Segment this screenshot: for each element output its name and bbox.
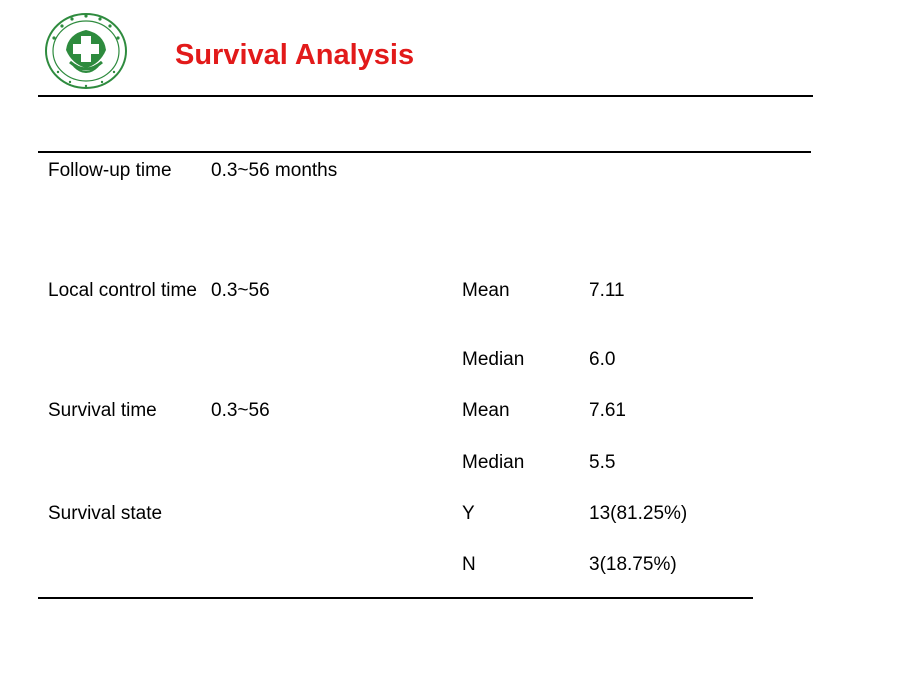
top-divider [38, 95, 813, 97]
row-label: Survival state [48, 503, 163, 524]
row-label: Follow-up time [48, 160, 172, 181]
row-value: 7.11 [589, 280, 625, 301]
table-bottom-rule [38, 597, 753, 599]
row-label: Survival time [48, 400, 157, 421]
row-stat: Y [462, 503, 475, 524]
row-label: Local control time [48, 280, 197, 301]
row-stat: Median [462, 349, 525, 370]
row-value: 13(81.25%) [589, 503, 688, 524]
row-stat: Mean [462, 400, 510, 421]
hospital-logo [44, 12, 128, 90]
row-value: 3(18.75%) [589, 554, 677, 575]
row-range: 0.3~56 [211, 280, 270, 301]
row-stat: Mean [462, 280, 510, 301]
row-range: 0.3~56 [211, 400, 270, 421]
row-value: 7.61 [589, 400, 626, 421]
row-value: 6.0 [589, 349, 616, 370]
row-stat: Median [462, 452, 525, 473]
row-value: 5.5 [589, 452, 616, 473]
slide-title: Survival Analysis [175, 39, 415, 71]
row-range: 0.3~56 months [211, 160, 338, 181]
table-top-rule [38, 151, 811, 153]
hospital-cross-emblem-icon [45, 13, 127, 89]
row-stat: N [462, 554, 476, 575]
